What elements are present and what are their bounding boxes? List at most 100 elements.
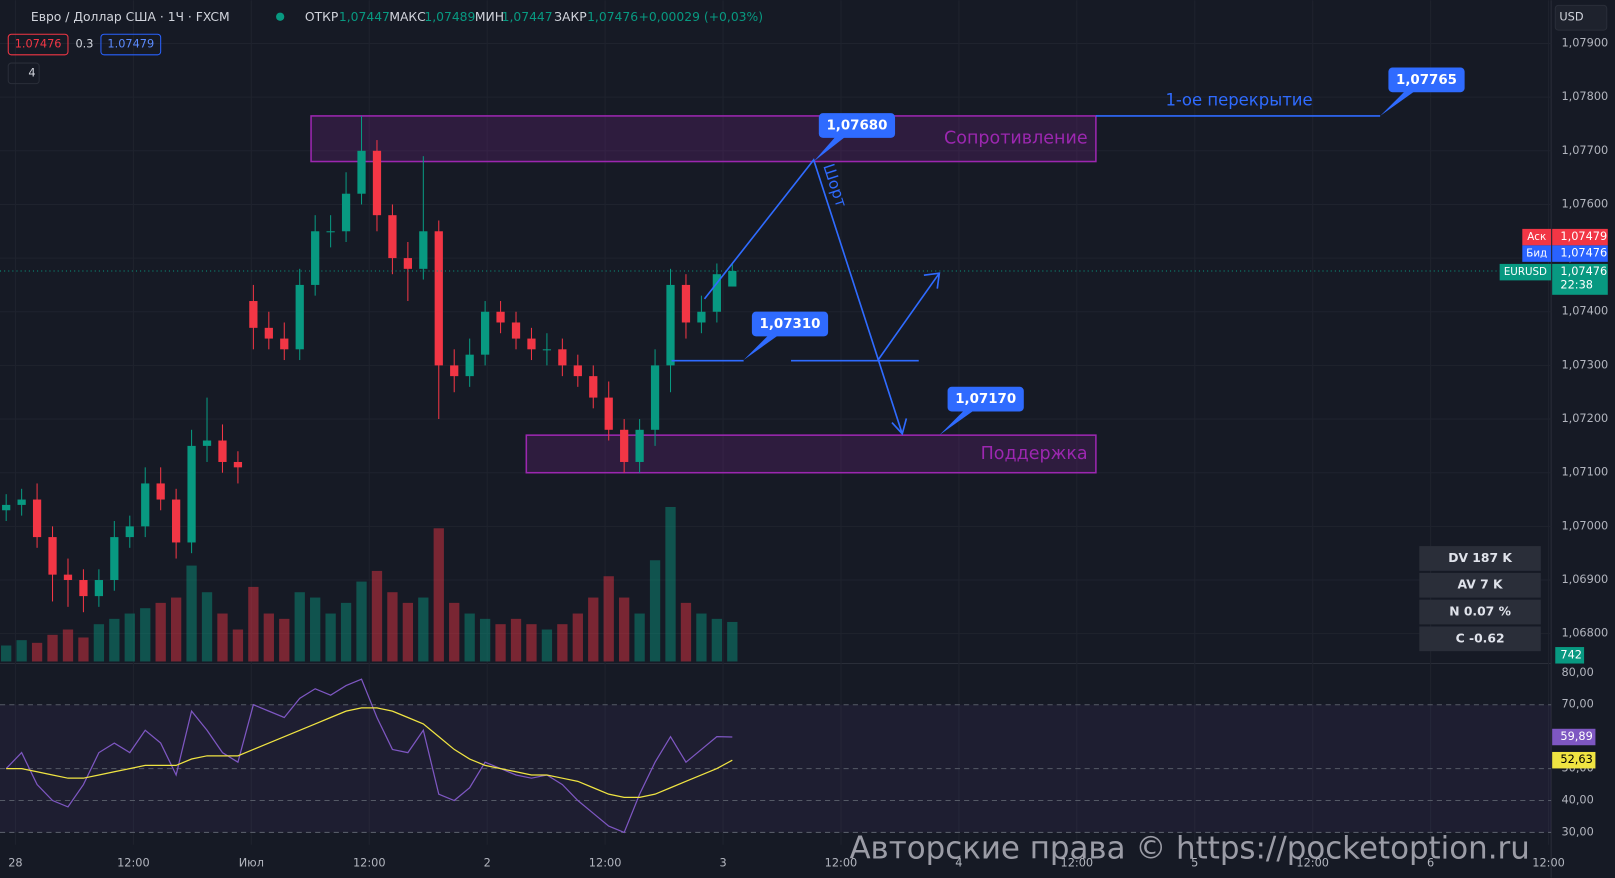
- volume-bar: [526, 624, 537, 662]
- ohlc-label: МИН: [475, 10, 504, 24]
- candle-body: [480, 311, 490, 355]
- volume-bar: [387, 592, 398, 662]
- candle-body: [311, 231, 320, 285]
- volume-bar: [78, 637, 89, 662]
- x-tick-label: 12:00: [589, 855, 622, 869]
- candle-body: [419, 231, 428, 269]
- y-tick-label: 1,07000: [1561, 518, 1608, 532]
- candle-body: [450, 365, 459, 377]
- volume-bar: [62, 629, 74, 662]
- buy-price[interactable]: 1.07479: [107, 37, 154, 51]
- indicators-count[interactable]: 4: [28, 65, 35, 79]
- volume-bar: [201, 592, 213, 662]
- volume-bar: [325, 613, 336, 662]
- volume-bar: [93, 624, 105, 662]
- buy-button[interactable]: [100, 33, 162, 56]
- candle-body: [17, 499, 26, 505]
- ohlc-value: 1,07476: [587, 10, 638, 24]
- x-tick-label: 12:00: [1296, 855, 1329, 869]
- volume-bar: [479, 618, 491, 662]
- candle-body: [172, 499, 181, 543]
- volume-bar: [510, 618, 522, 662]
- rsi-tick-label: 80,00: [1561, 665, 1593, 679]
- marker-time: 22:38: [1560, 278, 1593, 292]
- stat-text: AV 7 K: [1458, 578, 1503, 592]
- candle-body: [110, 537, 119, 581]
- candle-body: [620, 429, 629, 462]
- rsi-tag-label: 59,89: [1560, 729, 1592, 743]
- candle-body: [728, 270, 737, 287]
- y-tick-label: 1,07100: [1561, 465, 1608, 479]
- x-tick-label: 6: [1427, 855, 1434, 869]
- x-tick-label: 5: [1191, 855, 1198, 869]
- volume-label: 742: [1560, 647, 1582, 661]
- marker-tag: [1499, 263, 1552, 281]
- volume-bar: [418, 597, 429, 662]
- y-tick-label: 1,07400: [1561, 304, 1608, 318]
- sell-button[interactable]: [7, 33, 69, 56]
- volume-bar: [696, 613, 707, 662]
- symbol-title: Евро / Доллар США · 1Ч · FXCM: [31, 10, 230, 24]
- stat-text: DV 187 K: [1448, 551, 1512, 565]
- volume-bar: [541, 629, 553, 662]
- marker-tag: [1522, 228, 1552, 246]
- volume-bar: [31, 642, 43, 662]
- candle-body: [666, 284, 675, 366]
- ohlc-value: 1,07489: [424, 10, 475, 24]
- volume-bar: [47, 634, 58, 662]
- volume-bar: [232, 629, 244, 662]
- x-tick-label: 12:00: [825, 855, 858, 869]
- x-tick-label: 12:00: [1061, 855, 1094, 869]
- volume-bar: [371, 570, 383, 662]
- y-tick-label: 1,07200: [1561, 411, 1608, 425]
- candle-body: [341, 193, 351, 232]
- volume-bar: [680, 602, 692, 662]
- candle-body: [357, 150, 366, 194]
- stat-box: [1419, 572, 1541, 598]
- candle-body: [63, 574, 73, 581]
- volume-bar: [433, 528, 444, 662]
- volume-bar: [603, 576, 614, 662]
- candle-body: [249, 301, 258, 328]
- stats: DV 187 K AV 7 K N 0.07 % C -0.62: [1419, 546, 1541, 652]
- currency-button[interactable]: [1554, 4, 1608, 31]
- callout: [947, 386, 1024, 412]
- volume-bar: [449, 602, 460, 662]
- volume-bar: [665, 506, 676, 662]
- marker-box: [1552, 245, 1608, 262]
- volume-bar: [727, 621, 738, 662]
- candle-body: [650, 365, 660, 430]
- volume-bar: [109, 618, 120, 662]
- watermark: Авторские права © https://pocketoption.r…: [849, 830, 1529, 866]
- y-tick-label: 1,07600: [1561, 196, 1608, 210]
- ohlc-label: ОТКР: [305, 10, 339, 24]
- marker-tag: [1522, 245, 1552, 262]
- volume-bar: [649, 560, 661, 662]
- ohlc-label: ЗАКР: [554, 10, 587, 24]
- candle-body: [573, 365, 582, 377]
- candle-body: [372, 150, 382, 216]
- candle-body: [326, 231, 335, 233]
- volume-bar: [619, 597, 630, 662]
- candle-body: [94, 580, 103, 597]
- candle-body: [496, 311, 505, 323]
- volume-bar: [356, 581, 367, 662]
- candle-body: [156, 483, 165, 500]
- volume-bar: [557, 624, 568, 662]
- y-tick-label: 1,06900: [1561, 572, 1608, 586]
- volume-bar: [1, 645, 12, 662]
- status-dot: [276, 12, 285, 21]
- volume-bar: [124, 613, 135, 662]
- rsi-tag: [1552, 728, 1596, 746]
- sell-price[interactable]: 1.07476: [15, 37, 62, 51]
- x-tick-label: Июл: [239, 855, 264, 869]
- candle-body: [202, 440, 212, 446]
- volume-bar: [340, 602, 352, 662]
- candle-body: [388, 215, 397, 259]
- candle-body: [233, 461, 243, 468]
- candle-body: [635, 429, 644, 462]
- callout-label: 1,07765: [1396, 73, 1457, 88]
- currency[interactable]: USD: [1559, 10, 1583, 24]
- indicators-toggle[interactable]: [7, 62, 40, 85]
- candle-body: [465, 354, 474, 377]
